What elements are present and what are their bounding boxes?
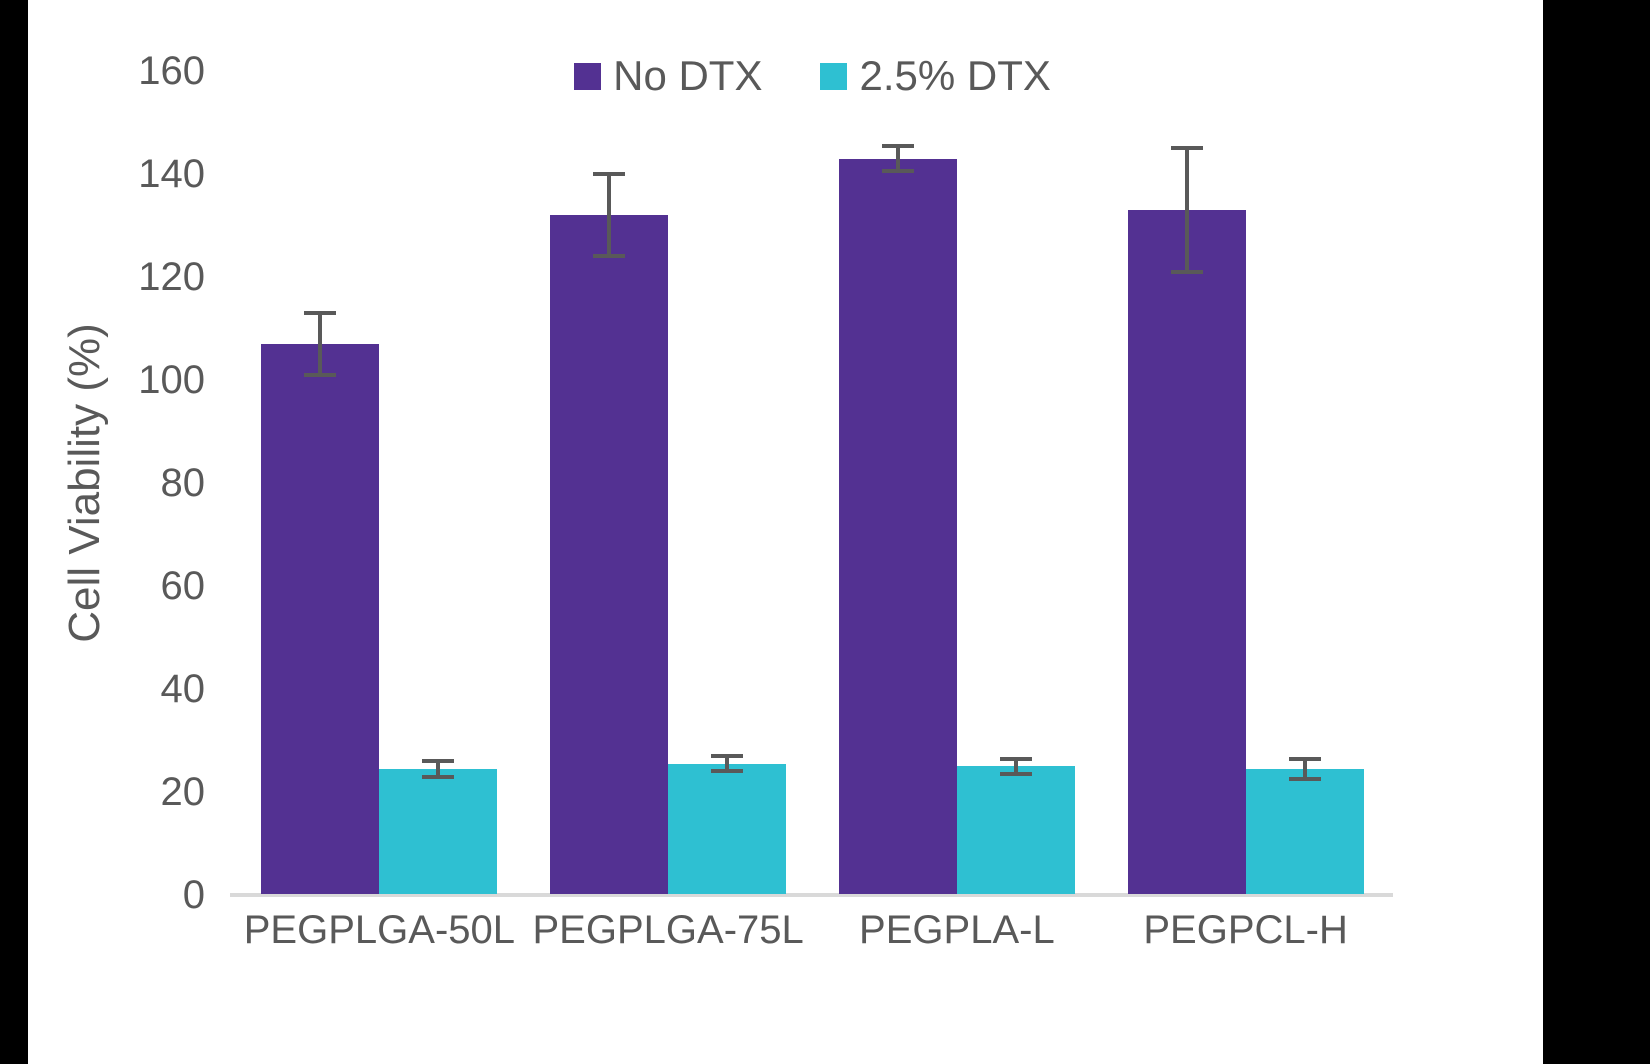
chart-legend: No DTX 2.5% DTX [235, 52, 1390, 100]
error-bar-line [1013, 758, 1018, 774]
error-bar-line [318, 313, 323, 375]
error-bar-cap [422, 774, 455, 779]
bar-no-dtx-pegpcl-h [1127, 210, 1246, 894]
error-bar-cap [711, 753, 744, 758]
x-axis-category-label: PEGPLA-L [859, 908, 1055, 952]
y-tick-label: 160 [138, 49, 205, 93]
bar-no-dtx-pegplga-75l [550, 215, 669, 894]
error-bar-cap [593, 254, 626, 259]
y-tick-label: 120 [138, 255, 205, 299]
error-bar-cap [304, 311, 337, 316]
bar-2-5-dtx-pegpla-l [956, 766, 1075, 894]
error-bar-line [1184, 148, 1189, 272]
letterbox-right-bar [1543, 0, 1650, 1064]
bar-2-5-dtx-pegpcl-h [1245, 768, 1364, 894]
bar-2-5-dtx-pegplga-75l [668, 763, 787, 894]
error-bar-cap [881, 169, 914, 174]
y-tick-label: 80 [160, 461, 206, 505]
error-bar-line [436, 761, 441, 777]
x-axis-category-label: PEGPLGA-75L [532, 908, 804, 952]
bar-no-dtx-pegplga-50l [261, 343, 380, 894]
error-bar-cap [1170, 269, 1203, 274]
y-tick-label: 60 [160, 564, 206, 608]
x-axis-line [230, 893, 1393, 897]
error-bar-cap [1288, 777, 1321, 782]
legend-swatch-icon [574, 62, 602, 90]
bar-no-dtx-pegpla-l [838, 158, 957, 894]
legend-label: 2.5% DTX [859, 52, 1051, 99]
error-bar-line [607, 174, 612, 257]
error-bar-cap [999, 756, 1032, 761]
error-bar-cap [1288, 756, 1321, 761]
error-bar-cap [711, 769, 744, 774]
error-bar-cap [881, 143, 914, 148]
error-bar-cap [304, 372, 337, 377]
y-tick-label: 0 [182, 873, 205, 917]
y-tick-label: 100 [138, 358, 205, 402]
x-axis-category-label: PEGPCL-H [1143, 908, 1348, 952]
error-bar-line [725, 755, 730, 772]
y-tick-label: 40 [160, 667, 206, 711]
error-bar-cap [422, 759, 455, 764]
legend-swatch-icon [820, 62, 848, 90]
legend-item-1: 2.5% DTX [820, 52, 1051, 100]
y-tick-label: 20 [160, 770, 206, 814]
legend-item-0: No DTX [574, 52, 762, 100]
bar-2-5-dtx-pegplga-50l [379, 768, 498, 894]
letterbox-left-bar [0, 0, 28, 1064]
x-axis-category-label: PEGPLGA-50L [243, 908, 515, 952]
error-bar-cap [593, 172, 626, 176]
error-bar-line [1302, 758, 1307, 780]
error-bar-cap [1170, 146, 1203, 151]
legend-label: No DTX [613, 52, 763, 99]
error-bar-line [895, 145, 900, 172]
y-tick-label: 140 [138, 152, 205, 196]
error-bar-cap [999, 771, 1032, 776]
